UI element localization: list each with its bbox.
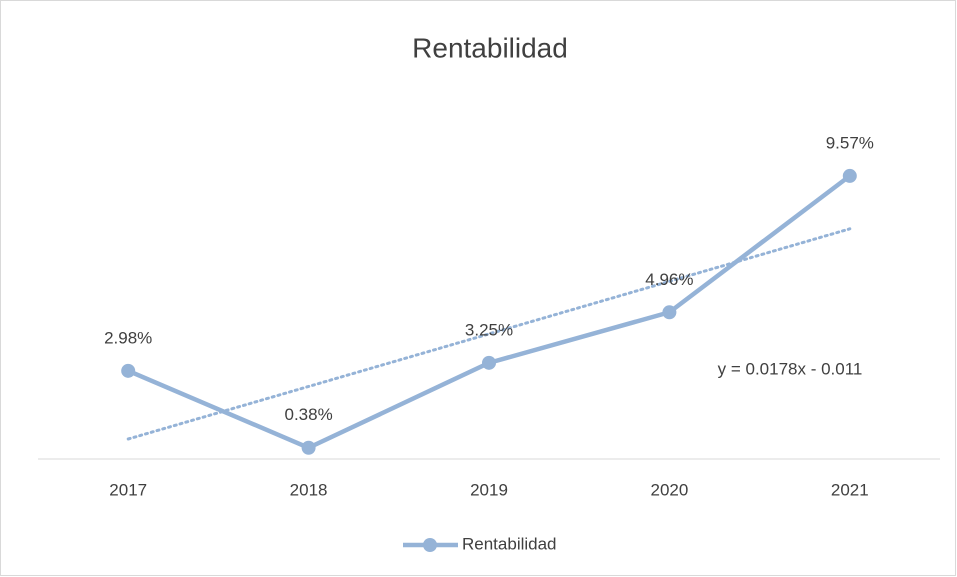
x-tick-label: 2017 xyxy=(109,480,147,499)
legend-marker xyxy=(423,538,437,552)
data-point xyxy=(121,363,136,378)
x-tick-label: 2019 xyxy=(470,480,508,499)
data-label: 2.98% xyxy=(104,328,152,347)
legend-label: Rentabilidad xyxy=(462,534,557,553)
data-point xyxy=(301,440,316,455)
chart-title: Rentabilidad xyxy=(412,32,568,63)
data-label: 4.96% xyxy=(645,270,693,289)
data-label: 0.38% xyxy=(284,405,332,424)
x-tick-label: 2018 xyxy=(290,480,328,499)
data-point xyxy=(482,355,496,370)
trendline-equation: y = 0.0178x - 0.011 xyxy=(718,359,863,378)
data-point xyxy=(842,168,857,183)
x-tick-label: 2021 xyxy=(831,480,869,499)
data-point xyxy=(662,305,677,320)
data-label: 3.25% xyxy=(465,320,513,339)
trendline xyxy=(126,227,852,441)
data-label: 9.57% xyxy=(826,133,874,152)
x-tick-label: 2020 xyxy=(650,480,688,499)
